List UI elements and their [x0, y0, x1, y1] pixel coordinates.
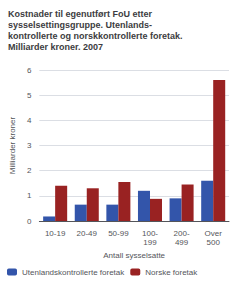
- svg-text:kontrollerte og norskkontrolle: kontrollerte og norskkontrollerte foreta…: [8, 31, 183, 41]
- svg-text:500: 500: [207, 238, 221, 247]
- svg-text:Over: Over: [205, 229, 223, 238]
- svg-text:0: 0: [27, 217, 32, 226]
- svg-text:sysselsettingsgruppe. Utenland: sysselsettingsgruppe. Utenlands-: [8, 20, 152, 30]
- svg-text:200-: 200-: [174, 229, 190, 238]
- svg-text:5: 5: [27, 91, 32, 100]
- svg-text:Norske foretak: Norske foretak: [145, 268, 198, 277]
- svg-text:Kostnader til egenutført FoU e: Kostnader til egenutført FoU etter: [8, 9, 153, 19]
- svg-text:Milliarder kroner: Milliarder kroner: [8, 116, 17, 174]
- svg-text:1: 1: [27, 191, 32, 200]
- svg-text:Antall sysselsatte: Antall sysselsatte: [103, 251, 165, 260]
- svg-text:499: 499: [175, 238, 189, 247]
- svg-text:20-49: 20-49: [77, 229, 98, 238]
- svg-text:2: 2: [27, 166, 32, 175]
- svg-text:Utenlandskontrollerte foretak: Utenlandskontrollerte foretak: [22, 268, 125, 277]
- svg-text:3: 3: [27, 141, 32, 150]
- svg-text:100-: 100-: [142, 229, 158, 238]
- svg-text:10-19: 10-19: [45, 229, 66, 238]
- svg-text:4: 4: [27, 116, 32, 125]
- svg-text:199: 199: [143, 238, 157, 247]
- svg-text:Milliarder kroner. 2007: Milliarder kroner. 2007: [8, 42, 103, 52]
- svg-text:6: 6: [27, 66, 32, 75]
- svg-text:50-99: 50-99: [108, 229, 129, 238]
